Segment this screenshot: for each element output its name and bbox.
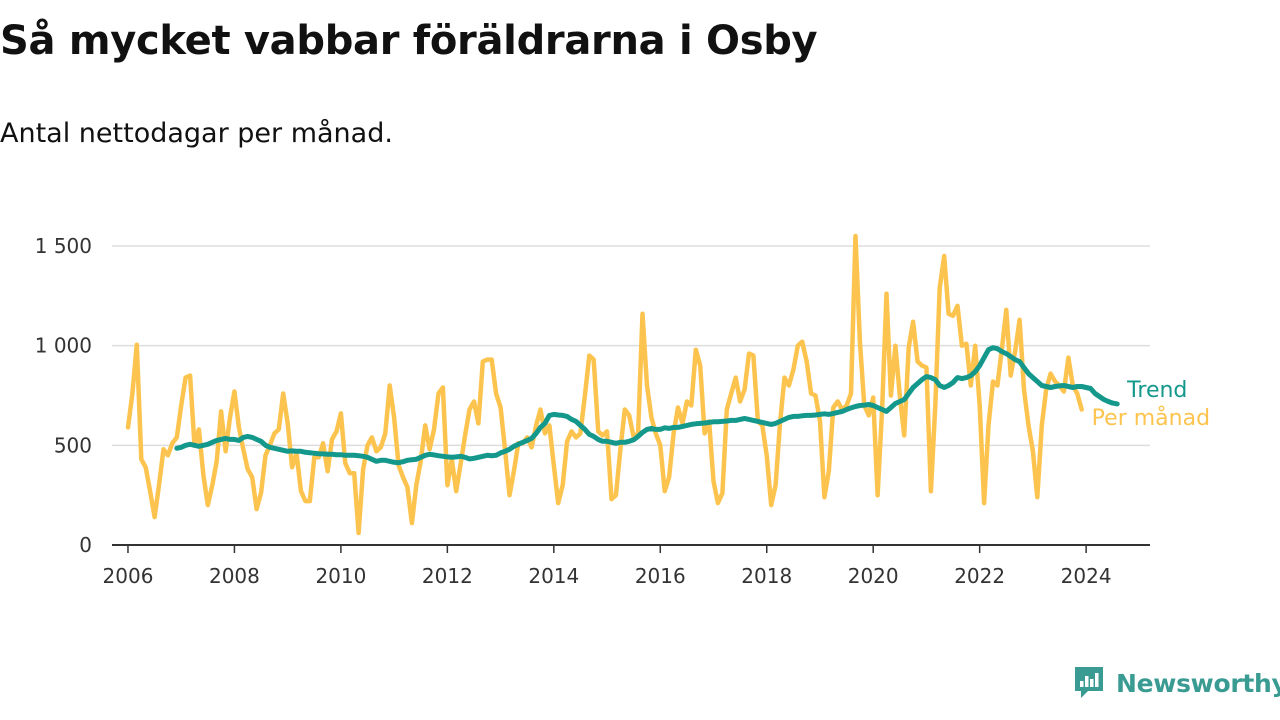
x-tick-label: 2012 [422,564,473,588]
brand-name: Newsworthy [1116,668,1280,698]
x-tick-label: 2016 [635,564,686,588]
x-tick-label: 2024 [1061,564,1112,588]
x-axis-ticks: 2006 2008 2010 2012 2014 2016 2018 2020 2022 2024 [103,545,1112,588]
x-tick-label: 2018 [741,564,792,588]
trend-series-label: Trend [1126,378,1187,403]
y-tick-label: 1 000 [35,334,92,358]
x-tick-label: 2010 [315,564,366,588]
y-tick-label: 1 500 [35,234,92,258]
x-tick-label: 2022 [954,564,1005,588]
newsworthy-logo-icon [1075,667,1103,698]
x-tick-label: 2020 [848,564,899,588]
y-tick-label: 500 [54,433,92,457]
x-tick-label: 2008 [209,564,260,588]
brand-logo: Newsworthy [1072,665,1280,701]
monthly-series-line [125,233,1084,536]
monthly-series-label: Per månad [1092,405,1210,431]
y-tick-label: 0 [79,533,92,557]
chart-title: Så mycket vabbar föräldrarna i Osby [0,18,818,64]
x-tick-label: 2014 [528,564,579,588]
series-lines [125,233,1120,536]
trend-series-line [174,345,1120,466]
chart-subtitle: Antal nettodagar per månad. [0,118,393,149]
x-tick-label: 2006 [103,564,154,588]
y-axis-ticks: 0 500 1 000 1 500 [35,234,92,557]
